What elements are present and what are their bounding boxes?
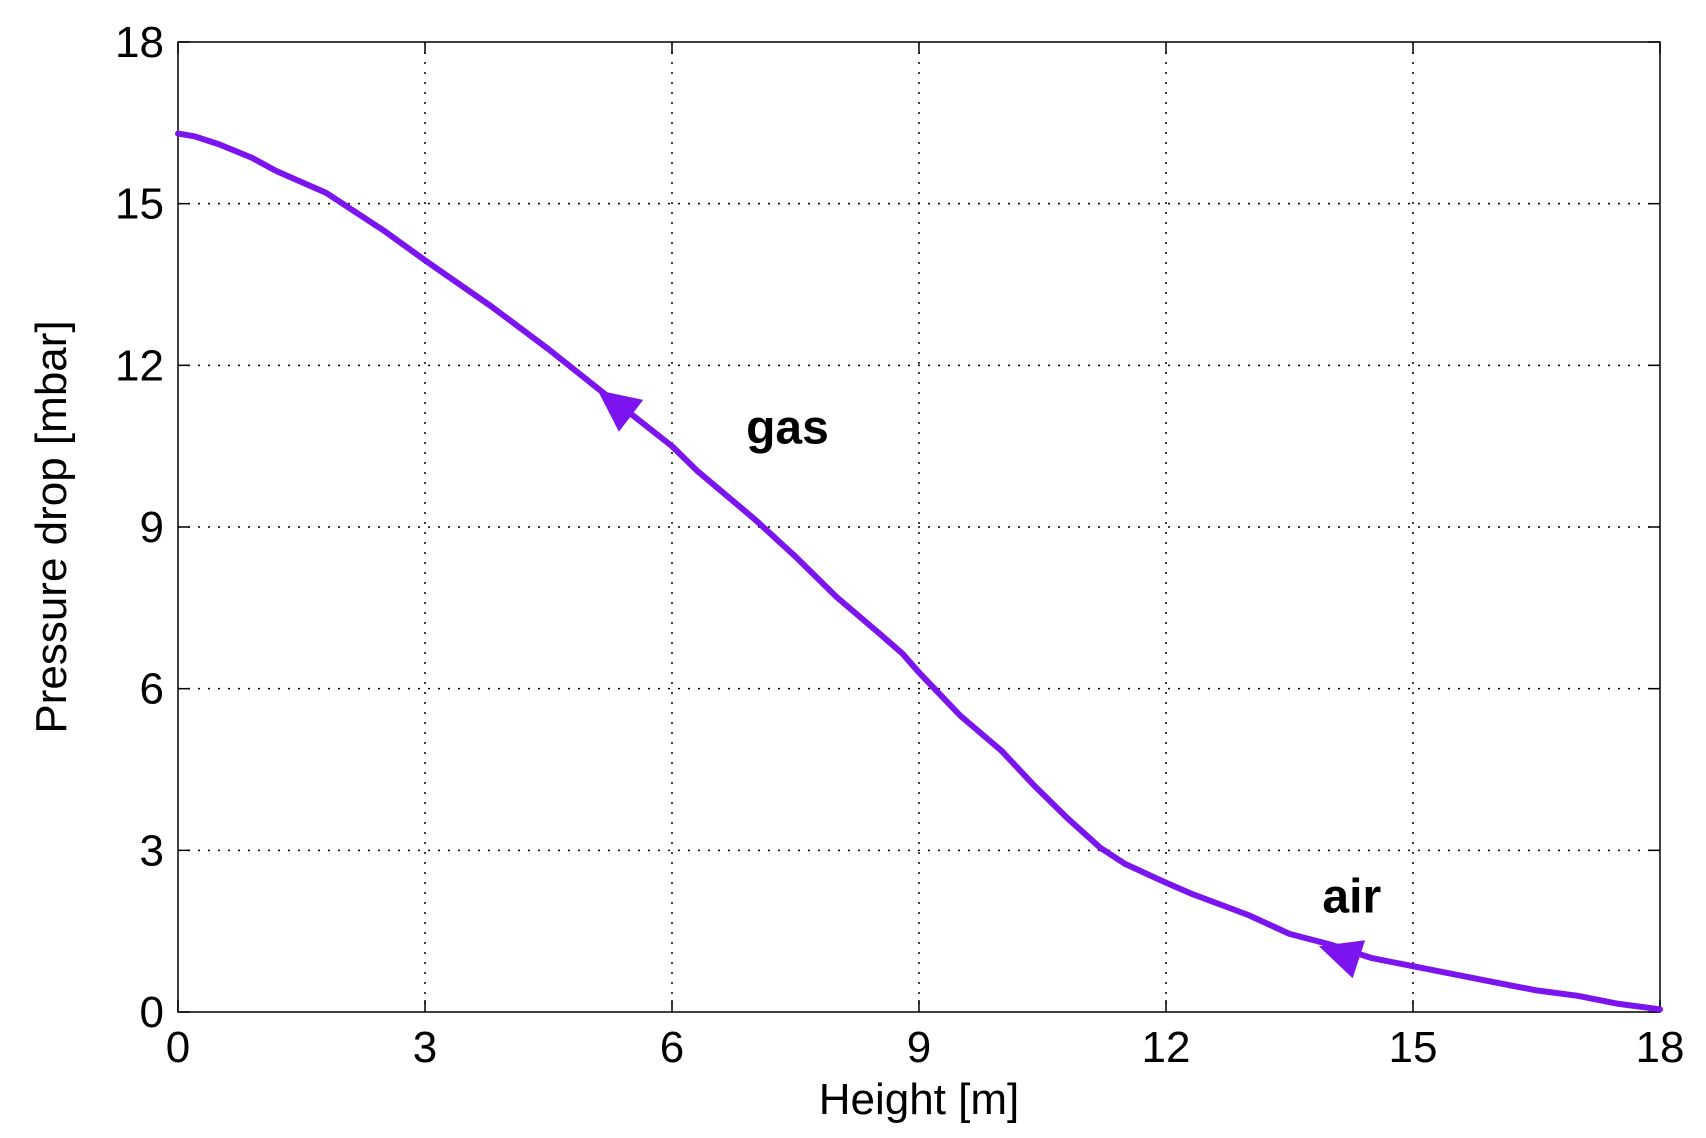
flow-arrow-2 [1318, 940, 1366, 979]
labels: 0 3 6 9 12 15 18 0 3 6 9 12 15 18 Height [m] Pressure d… [27, 18, 1684, 1124]
plot-area [175, 130, 1663, 1013]
axes [177, 41, 1661, 1013]
y-tick-label: 9 [140, 503, 164, 552]
y-tick-label: 0 [140, 988, 164, 1037]
y-tick-label: 12 [115, 341, 164, 390]
x-axis-label: Height [m] [819, 1075, 1020, 1124]
x-tick-label: 0 [166, 1023, 190, 1072]
pressure-drop-line [175, 130, 1663, 1013]
y-tick-label: 3 [140, 826, 164, 875]
flow-arrow-1 [597, 390, 644, 432]
x-tick-label: 3 [413, 1023, 437, 1072]
x-tick-label: 12 [1142, 1023, 1191, 1072]
annotation-gas: gas [746, 401, 829, 454]
y-tick-label: 15 [115, 180, 164, 229]
y-tick-label: 18 [115, 18, 164, 67]
x-tick-label: 15 [1389, 1023, 1438, 1072]
y-axis-label: Pressure drop [mbar] [27, 320, 76, 733]
y-tick-label: 6 [140, 665, 164, 714]
annotation-air: air [1322, 870, 1381, 923]
x-tick-label: 18 [1636, 1023, 1685, 1072]
grid [178, 42, 1660, 1012]
x-tick-label: 9 [907, 1023, 931, 1072]
x-tick-label: 6 [660, 1023, 684, 1072]
